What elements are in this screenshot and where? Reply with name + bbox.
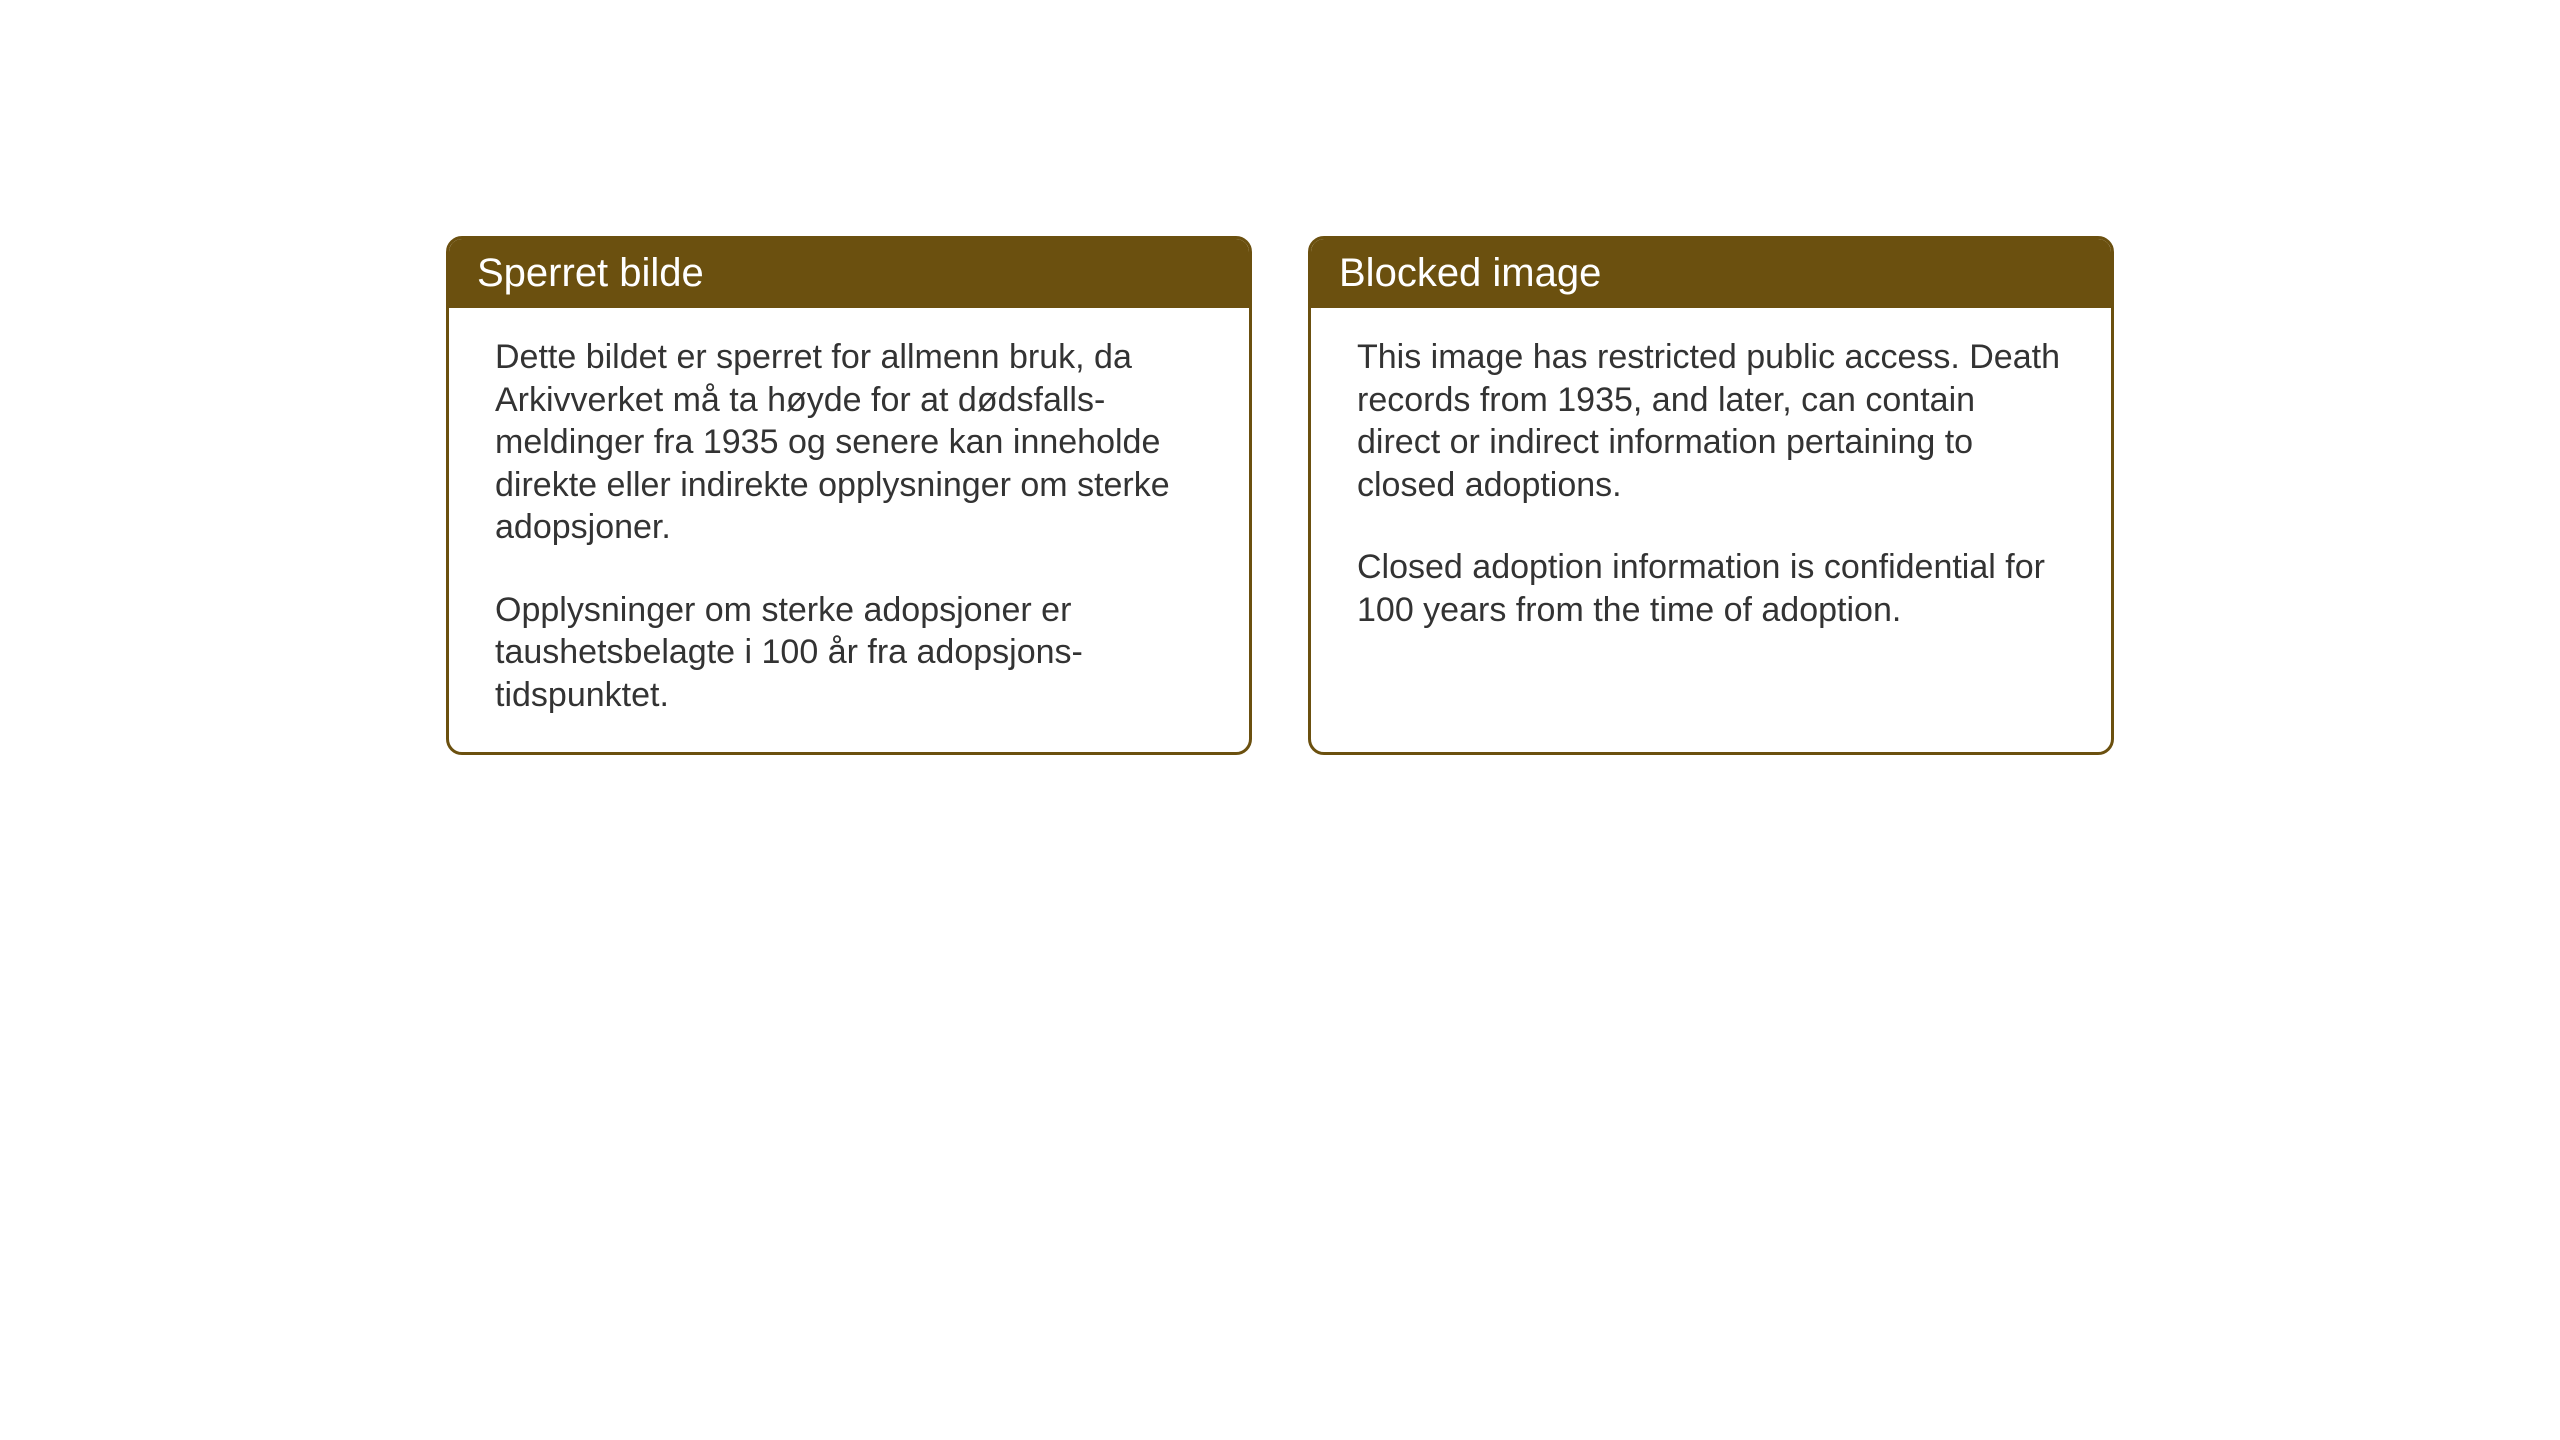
- card-norwegian-body: Dette bildet er sperret for allmenn bruk…: [449, 308, 1249, 752]
- card-english-body: This image has restricted public access.…: [1311, 308, 2111, 748]
- card-english-paragraph-1: This image has restricted public access.…: [1357, 336, 2065, 506]
- card-norwegian: Sperret bilde Dette bildet er sperret fo…: [446, 236, 1252, 755]
- card-english-header: Blocked image: [1311, 239, 2111, 308]
- card-english-paragraph-2: Closed adoption information is confident…: [1357, 546, 2065, 631]
- card-norwegian-title: Sperret bilde: [477, 251, 704, 295]
- card-norwegian-header: Sperret bilde: [449, 239, 1249, 308]
- card-norwegian-paragraph-1: Dette bildet er sperret for allmenn bruk…: [495, 336, 1203, 549]
- cards-container: Sperret bilde Dette bildet er sperret fo…: [446, 236, 2114, 755]
- card-english-title: Blocked image: [1339, 251, 1601, 295]
- card-norwegian-paragraph-2: Opplysninger om sterke adopsjoner er tau…: [495, 589, 1203, 717]
- card-english: Blocked image This image has restricted …: [1308, 236, 2114, 755]
